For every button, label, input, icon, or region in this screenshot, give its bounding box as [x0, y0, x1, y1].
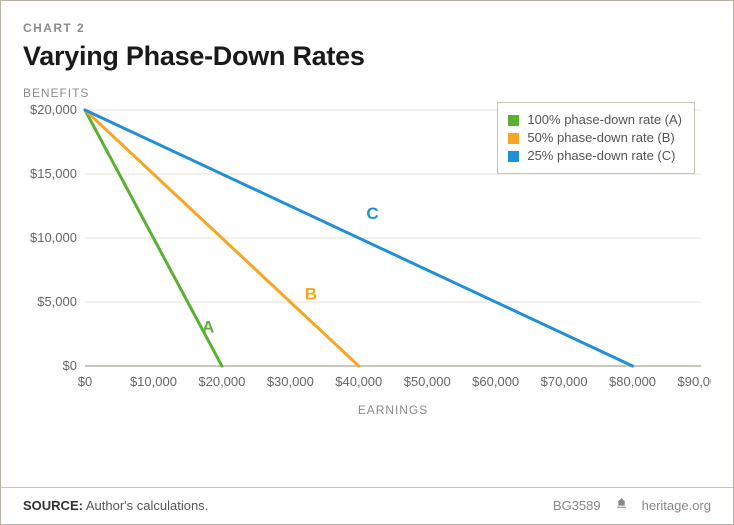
bell-icon [615, 497, 628, 514]
legend-swatch [508, 133, 519, 144]
legend-item: 100% phase-down rate (A) [508, 111, 682, 129]
svg-text:B: B [305, 284, 317, 303]
y-axis-title: BENEFITS [23, 86, 711, 100]
source-label: SOURCE: [23, 498, 83, 513]
doc-id: BG3589 [553, 498, 601, 513]
svg-text:$5,000: $5,000 [37, 294, 77, 309]
legend-label: 25% phase-down rate (C) [527, 147, 675, 165]
svg-text:$0: $0 [78, 374, 92, 389]
legend-label: 50% phase-down rate (B) [527, 129, 674, 147]
chart-title: Varying Phase-Down Rates [23, 41, 711, 72]
plot-area: $0 $5,000 $10,000 $15,000 $20,000 $0 $10,000 $2… [23, 102, 711, 427]
legend-item: 25% phase-down rate (C) [508, 147, 682, 165]
svg-text:$15,000: $15,000 [30, 166, 77, 181]
chart-legend: 100% phase-down rate (A)50% phase-down r… [497, 102, 695, 174]
svg-text:$60,000: $60,000 [472, 374, 519, 389]
footer-right: BG3589 heritage.org [553, 497, 711, 514]
chart-frame: CHART 2 Varying Phase-Down Rates BENEFIT… [0, 0, 734, 525]
legend-item: 50% phase-down rate (B) [508, 129, 682, 147]
svg-text:$0: $0 [63, 358, 77, 373]
svg-text:$50,000: $50,000 [404, 374, 451, 389]
legend-swatch [508, 151, 519, 162]
svg-text:$30,000: $30,000 [267, 374, 314, 389]
source-text: Author's calculations. [86, 498, 208, 513]
svg-text:$20,000: $20,000 [30, 102, 77, 117]
source-line: SOURCE: Author's calculations. [23, 498, 208, 513]
chart-footer: SOURCE: Author's calculations. BG3589 he… [1, 487, 733, 524]
svg-text:$80,000: $80,000 [609, 374, 656, 389]
svg-text:C: C [366, 204, 378, 223]
site-link: heritage.org [642, 498, 711, 513]
svg-text:$70,000: $70,000 [541, 374, 588, 389]
legend-label: 100% phase-down rate (A) [527, 111, 682, 129]
legend-swatch [508, 115, 519, 126]
svg-text:$10,000: $10,000 [30, 230, 77, 245]
chart-overline: CHART 2 [23, 21, 711, 35]
svg-text:$40,000: $40,000 [335, 374, 382, 389]
svg-text:EARNINGS: EARNINGS [358, 403, 428, 417]
svg-text:$20,000: $20,000 [198, 374, 245, 389]
svg-text:$10,000: $10,000 [130, 374, 177, 389]
svg-text:$90,000: $90,000 [678, 374, 712, 389]
svg-text:A: A [202, 318, 214, 337]
